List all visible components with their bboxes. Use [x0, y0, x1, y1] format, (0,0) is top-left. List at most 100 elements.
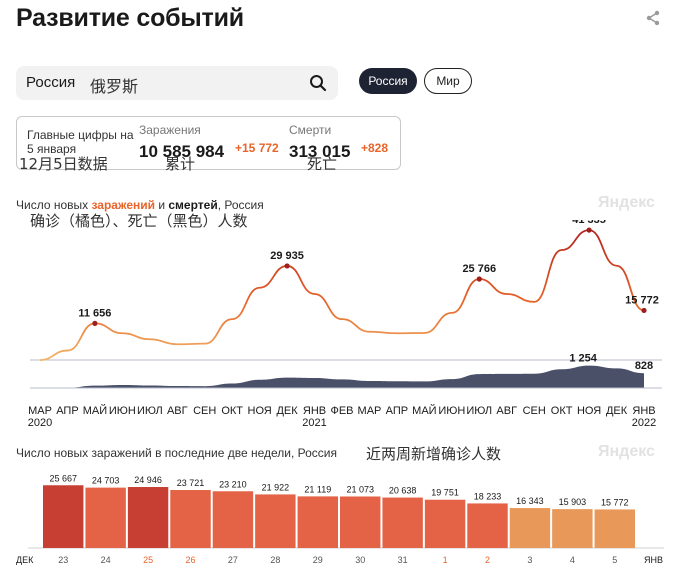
chart2-annotation: 近两周新增确诊人数 [366, 445, 502, 463]
deaths-head: Смерти [289, 123, 332, 137]
x-tick-label: ОКТ [221, 405, 243, 417]
x-tick-label: АПР [56, 405, 78, 417]
year-label: 2021 [302, 417, 326, 429]
bar-category-label: 26 [185, 555, 195, 565]
bar-value-label: 21 119 [304, 484, 331, 494]
bar [552, 509, 593, 548]
chart2-watermark: Яндекс [598, 443, 655, 460]
x-tick-label: МАР [358, 405, 382, 417]
bar [85, 487, 126, 548]
cases-peak-label: 15 772 [625, 294, 659, 306]
bar-category-label: 27 [228, 555, 238, 565]
x-tick-label: МАР [28, 405, 52, 417]
bar-category-label: 25 [143, 555, 153, 565]
x-tick-label: СЕН [193, 405, 216, 417]
cases-peak-label: 25 766 [462, 263, 496, 275]
infections-value: 10 585 984 [139, 142, 225, 161]
share-icon[interactable] [645, 10, 661, 26]
chart1-title: Число новых заражений и смертей, Россия [16, 198, 264, 212]
search-annotation: 俄罗斯 [90, 77, 139, 96]
bar-value-label: 18 233 [474, 491, 502, 501]
bar-value-label: 21 922 [262, 482, 290, 492]
bar [382, 497, 423, 548]
deaths-annotation: 死亡 [307, 155, 338, 173]
country-search-input[interactable]: Россия 俄罗斯 [16, 66, 338, 100]
deaths-delta: +828 [361, 141, 389, 155]
bar-value-label: 24 703 [92, 476, 120, 486]
search-country-text: Россия [26, 74, 76, 91]
cases-deaths-chart: 11 656 29 935 25 766 41 335 15 772 1 254 828 МА… [28, 220, 662, 429]
bar-value-label: 15 772 [601, 497, 629, 507]
infections-head: Заражения [139, 123, 201, 137]
bar-value-label: 24 946 [134, 475, 162, 485]
infections-delta: +15 772 [235, 141, 279, 155]
bar-value-label: 25 667 [49, 473, 77, 483]
deaths-peak-label: 828 [635, 360, 653, 372]
bar [127, 487, 169, 548]
x-tick-label: ЯНВ [303, 405, 326, 417]
x-tick-label: МАЙ [412, 404, 436, 417]
x-tick-label: АВГ [496, 405, 517, 417]
bar-value-label: 21 073 [346, 484, 374, 494]
year-label: 2020 [28, 417, 52, 429]
bar [594, 509, 635, 548]
month-label-end: ЯНВ [644, 555, 663, 565]
bar-category-label: 30 [355, 555, 365, 565]
year-label: 2022 [632, 417, 656, 429]
x-tick-label: ИЮН [438, 405, 465, 417]
bar-category-label: 5 [612, 555, 617, 565]
x-tick-label: ЯНВ [632, 405, 655, 417]
bar-value-label: 23 210 [219, 479, 247, 489]
russia-toggle-button[interactable]: Россия [359, 68, 417, 94]
stats-label-annotation: 12月5日数据 [19, 155, 108, 173]
bar [212, 491, 254, 548]
bar-category-label: 1 [443, 555, 448, 565]
bar-value-label: 16 343 [516, 496, 544, 506]
bar-value-label: 19 751 [431, 488, 459, 498]
bar [43, 485, 84, 548]
bar-category-label: 24 [101, 555, 111, 565]
deaths-series-area [40, 365, 644, 388]
bar-category-label: 31 [398, 555, 408, 565]
cases-series-line [39, 229, 645, 361]
cases-peak-label: 11 656 [78, 307, 111, 319]
bar [297, 496, 338, 548]
infections-annotation: 累计 [165, 155, 196, 173]
cases-peak-dot [586, 227, 592, 233]
bar [424, 499, 466, 548]
bar-category-label: 4 [570, 555, 575, 565]
chart2-title: Число новых заражений в последние две не… [16, 446, 337, 460]
chart1-annotation: 确诊（橘色）、死亡（黑色）人数 [30, 212, 248, 230]
x-tick-label: НОЯ [248, 405, 272, 417]
search-icon[interactable] [308, 73, 328, 93]
cases-peak-dot [641, 307, 647, 314]
bar-category-label: 2 [485, 555, 490, 565]
bar-value-label: 15 903 [559, 497, 587, 507]
bar [170, 490, 211, 548]
bar-value-label: 20 638 [389, 486, 417, 496]
bar-category-label: 3 [527, 555, 532, 565]
bar-category-label: 23 [58, 555, 68, 565]
stats-label: Главные цифры на 5 января [27, 128, 134, 156]
x-tick-label: АПР [386, 405, 408, 417]
bar-category-label: 28 [270, 555, 280, 565]
cases-peak-dot [476, 276, 482, 282]
cases-peak-label: 41 335 [572, 220, 606, 226]
world-toggle-button[interactable]: Мир [424, 68, 472, 94]
bar [509, 508, 551, 548]
x-tick-label: МАЙ [83, 404, 107, 417]
x-tick-label: НОЯ [577, 405, 601, 417]
chart1-watermark: Яндекс [598, 194, 655, 211]
page-title: Развитие событий [16, 4, 244, 32]
bar [340, 496, 381, 548]
x-tick-label: ИЮЛ [466, 405, 492, 417]
x-tick-label: ОКТ [551, 405, 573, 417]
x-tick-label: ФЕВ [330, 405, 353, 417]
stats-card: Главные цифры на 5 января 12月5日数据 Зараже… [16, 116, 401, 173]
x-tick-label: ДЕК [276, 405, 298, 417]
bar-category-label: 29 [313, 555, 323, 565]
x-tick-label: АВГ [167, 405, 188, 417]
deaths-peak-label: 1 254 [569, 353, 597, 365]
x-tick-label: ИЮН [109, 405, 136, 417]
